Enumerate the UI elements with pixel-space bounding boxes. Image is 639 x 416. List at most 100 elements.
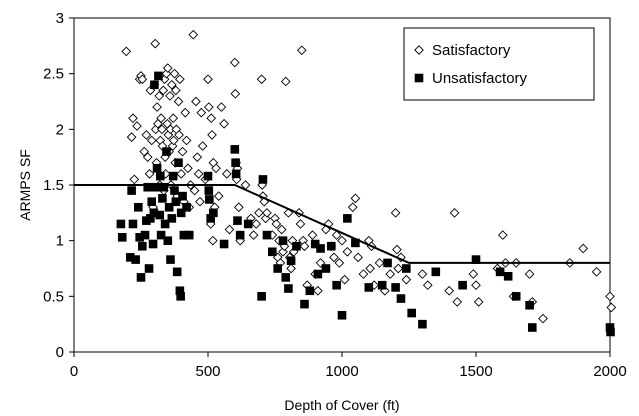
satisfactory-point [358, 269, 369, 279]
unsatisfactory-point [127, 186, 136, 195]
unsatisfactory-point [148, 239, 158, 249]
unsatisfactory-point [257, 292, 266, 301]
unsatisfactory-point [125, 253, 135, 262]
satisfactory-point [331, 230, 342, 240]
satisfactory-point [286, 263, 296, 274]
unsatisfactory-point [503, 271, 513, 281]
satisfactory-point [203, 74, 213, 85]
unsatisfactory-point [230, 145, 240, 154]
unsatisfactory-point [205, 195, 214, 204]
satisfactory-point [162, 63, 173, 73]
unsatisfactory-point [156, 230, 166, 240]
unsatisfactory-point [351, 238, 360, 248]
unsatisfactory-point [316, 244, 325, 253]
satisfactory-point [169, 68, 180, 79]
unsatisfactory-point [158, 194, 167, 203]
satisfactory-point [128, 113, 138, 124]
unsatisfactory-point [495, 267, 505, 277]
unsatisfactory-point [527, 323, 537, 332]
unsatisfactory-point [209, 208, 218, 218]
unsatisfactory-point [268, 247, 277, 257]
unsatisfactory-point [235, 230, 245, 240]
satisfactory-point [152, 102, 162, 112]
satisfactory-point [150, 38, 161, 49]
satisfactory-point [393, 263, 404, 274]
unsatisfactory-point [219, 239, 229, 249]
unsatisfactory-point [135, 233, 144, 242]
satisfactory-point [168, 135, 179, 146]
unsatisfactory-point [163, 236, 173, 245]
satisfactory-point [221, 169, 232, 179]
satisfactory-point [449, 207, 460, 218]
satisfactory-point [401, 274, 412, 285]
satisfactory-point [390, 207, 401, 218]
unsatisfactory-point [151, 182, 161, 192]
legend-label: Unsatisfactory [432, 70, 528, 87]
satisfactory-point [392, 244, 402, 255]
satisfactory-point [497, 230, 508, 240]
unsatisfactory-point [402, 264, 411, 273]
y-tick-label: 1.5 [43, 177, 64, 194]
y-tick-label: 2.5 [43, 66, 64, 83]
satisfactory-point [342, 246, 353, 257]
unsatisfactory-point [155, 171, 165, 181]
unsatisfactory-point [160, 219, 170, 229]
data-marks [74, 29, 617, 337]
satisfactory-point [207, 235, 218, 246]
unsatisfactory-point [168, 171, 178, 181]
unsatisfactory-point [418, 319, 427, 329]
satisfactory-point [350, 193, 361, 204]
satisfactory-point [296, 45, 307, 56]
unsatisfactory-point [273, 264, 282, 273]
satisfactory-point [248, 230, 259, 240]
unsatisfactory-point [377, 280, 387, 290]
satisfactory-point [121, 46, 132, 57]
satisfactory-point [233, 202, 244, 213]
unsatisfactory-point [162, 147, 171, 156]
unsatisfactory-point [258, 175, 268, 184]
unsatisfactory-point [154, 71, 163, 81]
unsatisfactory-point [326, 241, 336, 251]
unsatisfactory-point [166, 255, 175, 264]
satisfactory-point [295, 219, 306, 229]
unsatisfactory-point [116, 219, 126, 229]
unsatisfactory-point [286, 256, 296, 266]
unsatisfactory-point [458, 280, 467, 290]
satisfactory-point [299, 241, 310, 252]
unsatisfactory-point [146, 214, 155, 223]
unsatisfactory-point [176, 292, 185, 301]
unsatisfactory-point [605, 323, 615, 332]
unsatisfactory-point [383, 258, 392, 268]
satisfactory-point [206, 113, 217, 124]
satisfactory-point [193, 169, 204, 179]
unsatisfactory-point [231, 169, 241, 179]
satisfactory-point [129, 174, 140, 185]
satisfactory-point [606, 302, 617, 313]
unsatisfactory-point [203, 171, 213, 181]
satisfactory-point [183, 163, 193, 174]
satisfactory-point [196, 107, 207, 118]
unsatisfactory-point [310, 239, 320, 249]
satisfactory-point [256, 74, 267, 85]
satisfactory-point [168, 113, 178, 124]
y-axis-title: ARMPS SF [17, 149, 33, 221]
satisfactory-point [262, 207, 272, 218]
x-tick-label: 1500 [459, 363, 492, 380]
satisfactory-point [538, 313, 548, 324]
satisfactory-point [203, 102, 214, 112]
satisfactory-point [224, 224, 235, 235]
unsatisfactory-point [150, 80, 159, 90]
satisfactory-point [213, 191, 224, 201]
unsatisfactory-point [431, 267, 441, 277]
unsatisfactory-point [182, 202, 191, 212]
x-axis-title: Depth of Cover (ft) [284, 397, 399, 413]
satisfactory-point [444, 285, 455, 296]
unsatisfactory-point [262, 230, 272, 240]
satisfactory-point [219, 118, 229, 129]
satisfactory-point [578, 243, 589, 254]
unsatisfactory-point [231, 158, 240, 168]
satisfactory-point [347, 202, 358, 213]
unsatisfactory-point [391, 283, 400, 292]
x-tick-label: 500 [195, 363, 220, 380]
